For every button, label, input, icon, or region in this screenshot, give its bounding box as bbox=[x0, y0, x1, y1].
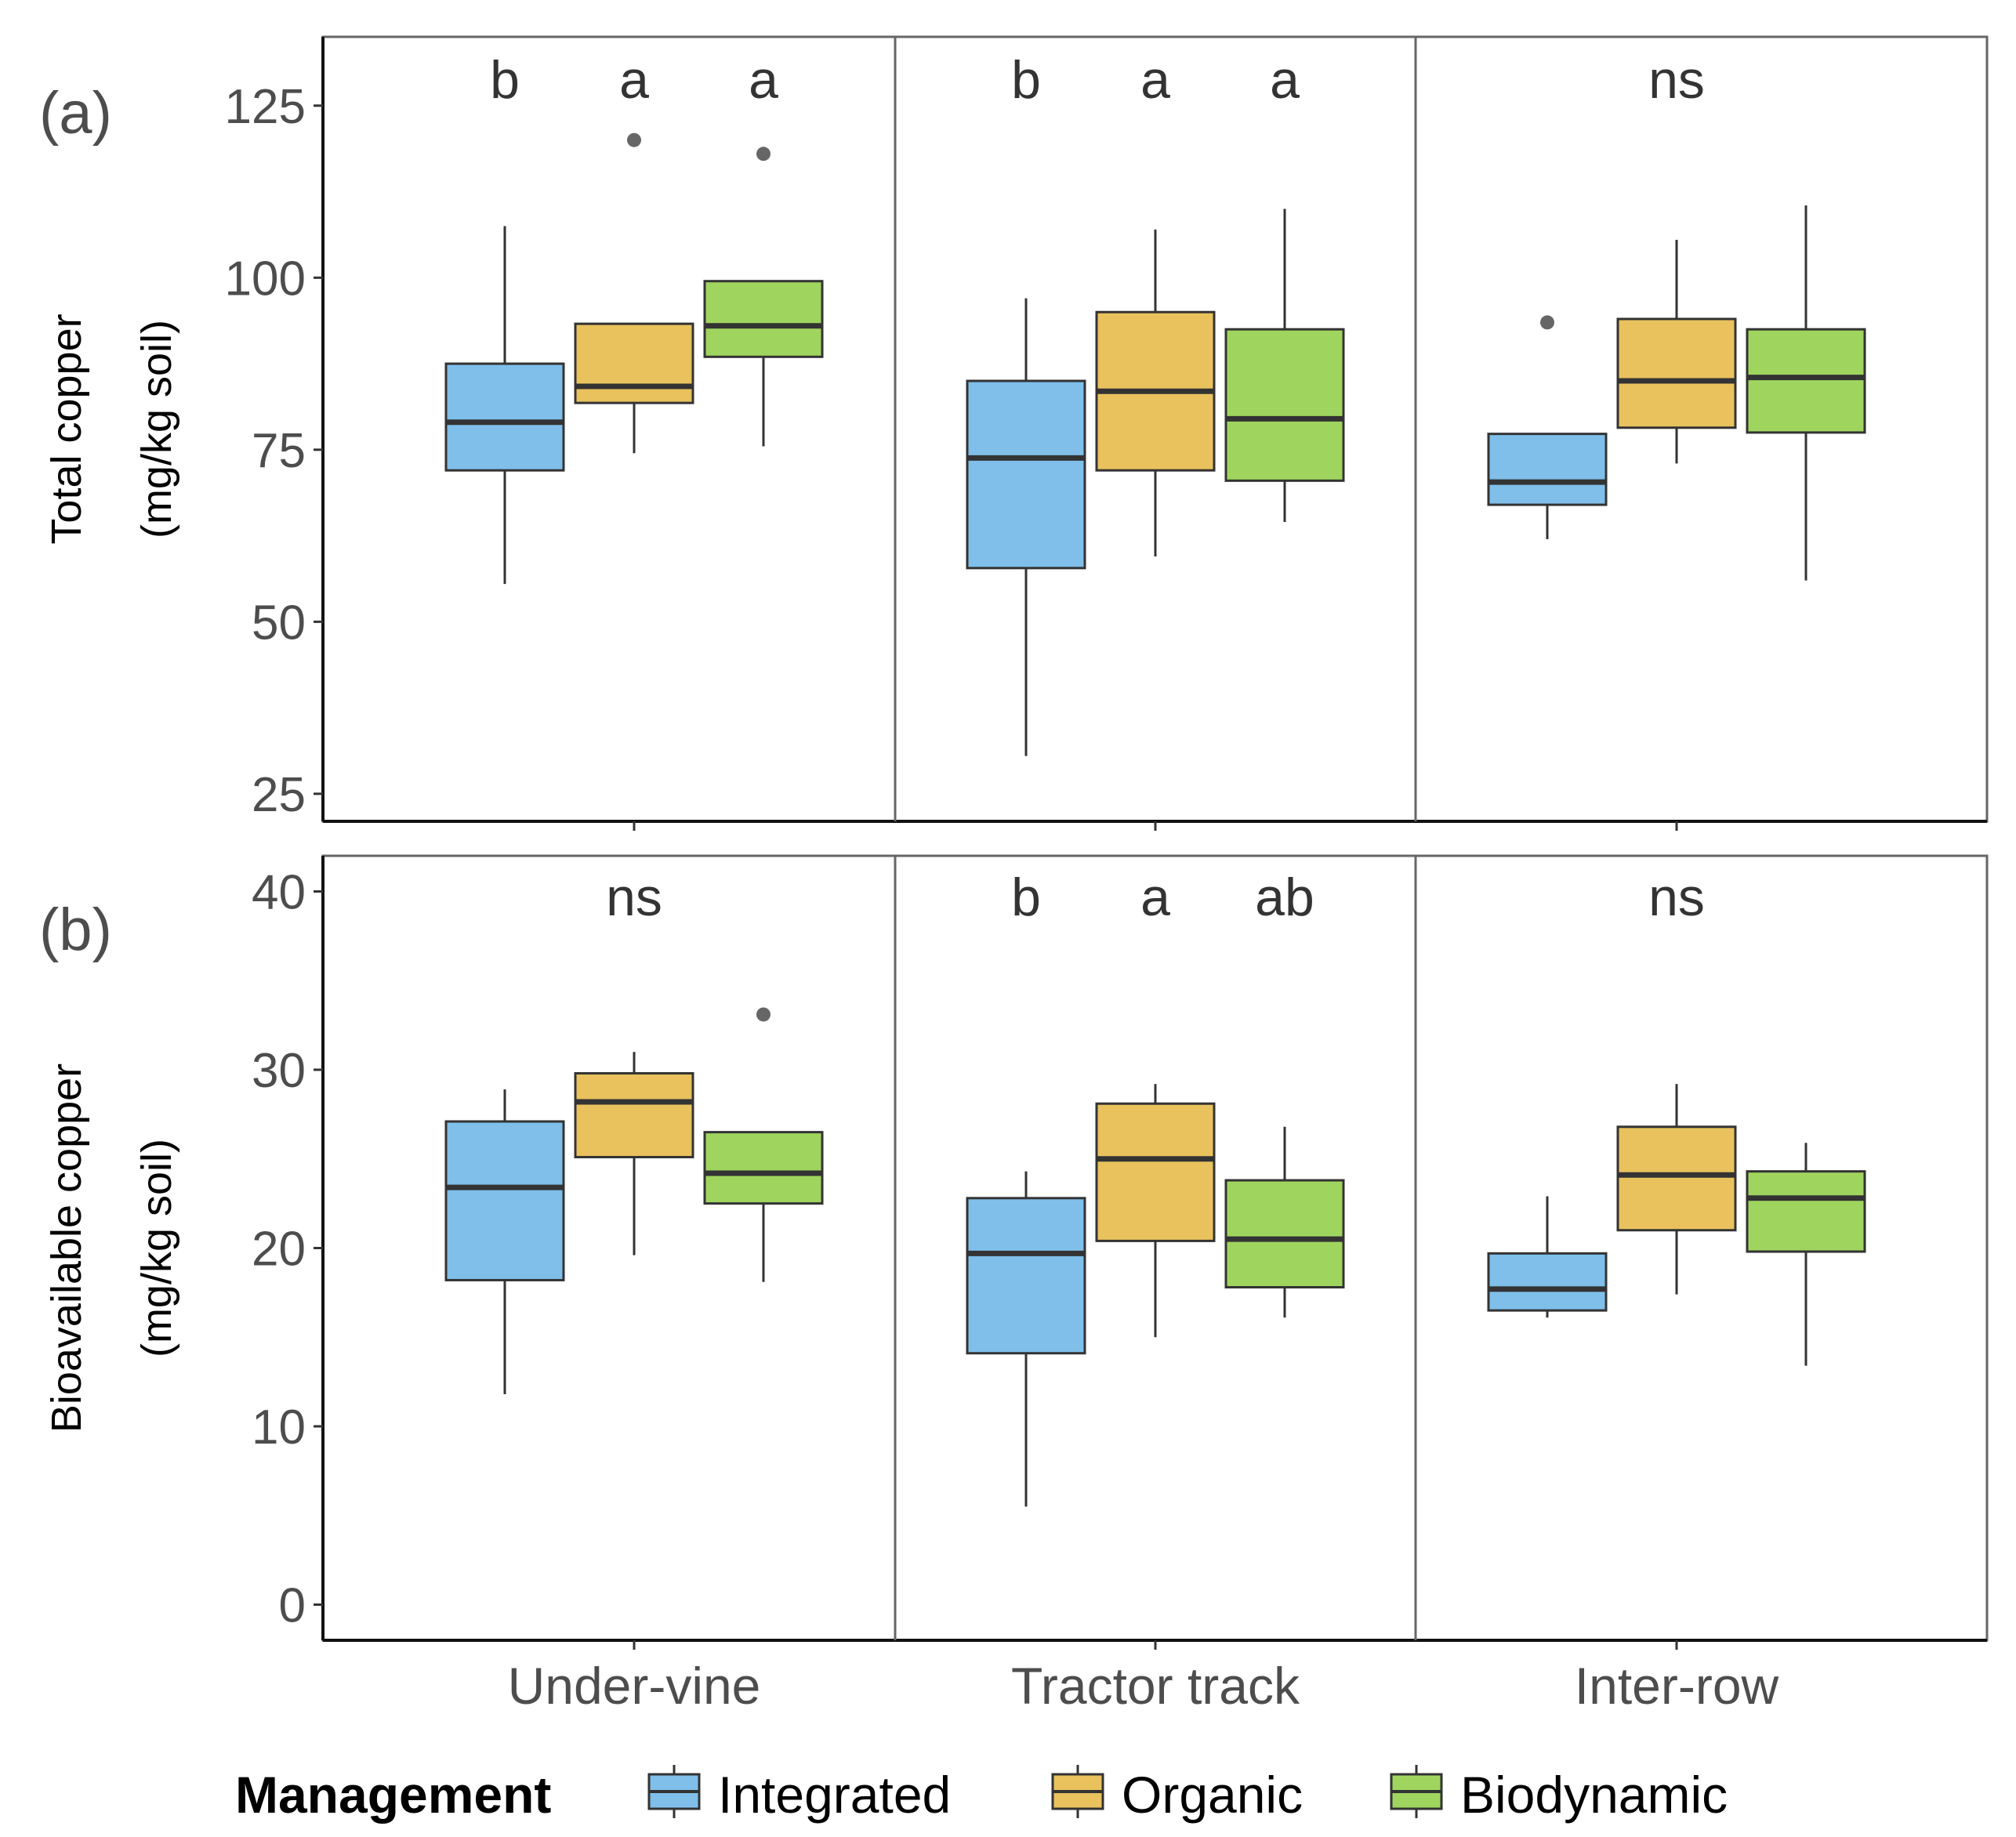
box-iqr bbox=[444, 362, 565, 472]
x-facet-label: Under-vine bbox=[508, 1657, 761, 1715]
y-tick-label: 25 bbox=[252, 768, 306, 822]
outlier-point bbox=[756, 1007, 771, 1022]
box-integrated bbox=[966, 1171, 1086, 1507]
box-iqr bbox=[574, 322, 694, 404]
box-organic bbox=[1616, 1084, 1737, 1295]
legend-item-integrated: Integrated bbox=[647, 1765, 951, 1824]
significance-letter: a bbox=[1140, 50, 1170, 110]
significance-letter: b bbox=[490, 50, 520, 110]
outlier-point bbox=[756, 147, 771, 161]
legend-label: Biodynamic bbox=[1460, 1766, 1728, 1824]
box-iqr bbox=[1616, 1125, 1737, 1232]
significance-letter: b bbox=[1011, 868, 1041, 927]
box-integrated bbox=[1487, 315, 1608, 539]
box-biodynamic bbox=[703, 147, 824, 447]
panel-b: 0 10 20 30 40 (b) Bioavailable copper (mg/kg so… bbox=[39, 854, 1989, 1650]
legend: Management Integrated Organic Biodynamic bbox=[235, 1765, 1728, 1824]
outlier-point bbox=[1540, 315, 1554, 330]
significance-ns: ns bbox=[1648, 868, 1705, 927]
significance-letter: a bbox=[619, 50, 649, 110]
significance-letter: a bbox=[1140, 868, 1170, 927]
y-tick-label: 125 bbox=[225, 80, 306, 134]
box-iqr bbox=[1224, 1179, 1345, 1289]
box-iqr bbox=[1746, 1170, 1866, 1253]
box-iqr bbox=[1224, 328, 1345, 482]
box-organic bbox=[574, 132, 694, 454]
significance-letter: a bbox=[749, 50, 778, 110]
y-tick-label: 75 bbox=[252, 424, 306, 478]
box-organic bbox=[574, 1052, 694, 1255]
box-biodynamic bbox=[1746, 205, 1866, 581]
legend-title: Management bbox=[235, 1766, 551, 1824]
box-organic bbox=[1095, 229, 1216, 556]
legend-label: Integrated bbox=[718, 1766, 951, 1824]
legend-item-organic: Organic bbox=[1051, 1765, 1303, 1824]
y-tick-label: 10 bbox=[252, 1400, 306, 1455]
box-biodynamic bbox=[703, 1007, 824, 1282]
significance-letter: ab bbox=[1255, 868, 1314, 927]
box-iqr bbox=[1095, 1102, 1216, 1242]
y-tick-label: 100 bbox=[225, 252, 306, 306]
box-integrated bbox=[444, 226, 565, 585]
y-tick-label: 0 bbox=[279, 1579, 306, 1633]
box-iqr bbox=[574, 1072, 694, 1158]
y-axis-title-line2: (mg/kg soil) bbox=[133, 1139, 180, 1357]
y-tick-label: 30 bbox=[252, 1044, 306, 1098]
box-organic bbox=[1616, 240, 1737, 464]
box-iqr bbox=[1746, 328, 1866, 434]
y-axis-title-line1: Bioavailable copper bbox=[43, 1063, 90, 1433]
legend-label: Organic bbox=[1122, 1766, 1303, 1824]
y-tick-label: 50 bbox=[252, 596, 306, 650]
y-axis-title-line2: (mg/kg soil) bbox=[133, 320, 180, 538]
significance-ns: ns bbox=[1648, 50, 1705, 110]
box-iqr bbox=[966, 1197, 1086, 1355]
box-iqr bbox=[1487, 1252, 1608, 1312]
y-axis-title-line1: Total copper bbox=[43, 313, 90, 544]
box-integrated bbox=[444, 1089, 565, 1395]
significance-letter: b bbox=[1011, 50, 1041, 110]
outlier-point bbox=[627, 132, 641, 147]
box-biodynamic bbox=[1224, 208, 1345, 523]
box-iqr bbox=[703, 280, 824, 358]
box-iqr bbox=[1487, 433, 1608, 506]
significance-ns: ns bbox=[606, 868, 662, 927]
panel-label: (a) bbox=[39, 80, 112, 147]
box-iqr bbox=[703, 1131, 824, 1205]
legend-item-biodynamic: Biodynamic bbox=[1390, 1765, 1728, 1824]
y-tick-label: 20 bbox=[252, 1223, 306, 1277]
box-iqr bbox=[966, 379, 1086, 570]
panel-a: 25 50 75 100 125 (a) Total copper (mg/kg soil) b… bbox=[39, 35, 1989, 831]
box-iqr bbox=[444, 1120, 565, 1281]
box-iqr bbox=[1616, 317, 1737, 429]
box-biodynamic bbox=[1746, 1143, 1866, 1366]
x-facet-label: Inter-row bbox=[1575, 1657, 1779, 1715]
box-biodynamic bbox=[1224, 1126, 1345, 1318]
significance-letter: a bbox=[1270, 50, 1300, 110]
box-integrated bbox=[1487, 1196, 1608, 1318]
y-tick-label: 40 bbox=[252, 866, 306, 920]
box-organic bbox=[1095, 1084, 1216, 1338]
x-facet-label: Tractor track bbox=[1011, 1657, 1300, 1715]
panel-label: (b) bbox=[39, 897, 112, 963]
box-integrated bbox=[966, 298, 1086, 756]
